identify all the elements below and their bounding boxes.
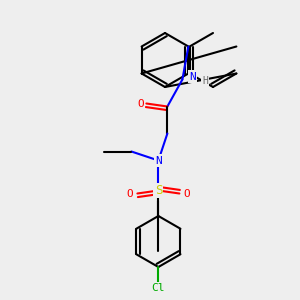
Text: O: O xyxy=(137,98,144,109)
Text: H: H xyxy=(202,76,208,86)
Text: N: N xyxy=(155,155,162,166)
Text: N: N xyxy=(190,71,196,82)
Text: O: O xyxy=(127,188,133,199)
Text: S: S xyxy=(154,184,162,197)
Text: O: O xyxy=(184,188,190,199)
Text: Cl: Cl xyxy=(152,283,165,293)
